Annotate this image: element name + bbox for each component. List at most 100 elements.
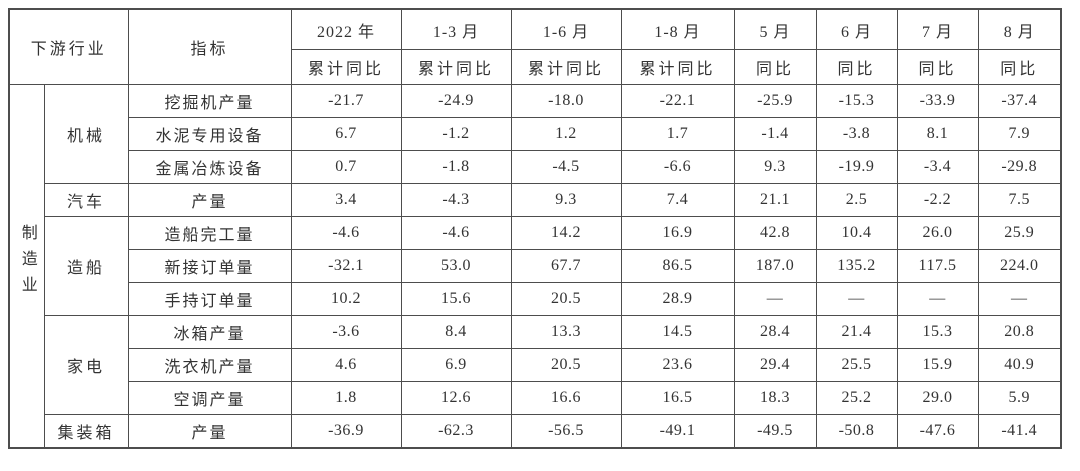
value-cell: 1.7 bbox=[620, 117, 735, 151]
value-cell: 4.6 bbox=[290, 348, 402, 382]
value-cell: -4.6 bbox=[290, 216, 402, 250]
value-cell: -21.7 bbox=[290, 84, 402, 118]
value-cell: 12.6 bbox=[400, 381, 512, 415]
value-cell: -50.8 bbox=[815, 414, 898, 448]
value-cell: 16.9 bbox=[620, 216, 735, 250]
value-cell: -49.5 bbox=[733, 414, 817, 448]
value-cell: 9.3 bbox=[733, 150, 817, 184]
table-row: 汽车 产量 3.4 -4.3 9.3 7.4 21.1 2.5 -2.2 7.5 bbox=[9, 183, 1062, 217]
indicator-cell: 新接订单量 bbox=[127, 249, 292, 283]
value-cell: -3.8 bbox=[815, 117, 898, 151]
value-cell: 6.7 bbox=[290, 117, 402, 151]
value-cell: 7.9 bbox=[977, 117, 1062, 151]
period-header-jan-mar: 1-3 月 bbox=[400, 8, 512, 50]
period-header-aug: 8 月 bbox=[977, 8, 1062, 50]
value-cell: 3.4 bbox=[290, 183, 402, 217]
value-cell: 2.5 bbox=[815, 183, 898, 217]
value-cell: 28.4 bbox=[733, 315, 817, 349]
value-cell: -19.9 bbox=[815, 150, 898, 184]
table-row: 制造业 机械 挖掘机产量 -21.7 -24.9 -18.0 -22.1 -25… bbox=[8, 84, 1062, 448]
table-row: 手持订单量 10.2 15.6 20.5 28.9 — — — — bbox=[9, 282, 1062, 316]
value-cell: -41.4 bbox=[977, 414, 1062, 448]
value-cell: 1.8 bbox=[290, 381, 402, 415]
indicator-cell: 洗衣机产量 bbox=[127, 348, 292, 382]
value-cell: 20.5 bbox=[510, 282, 622, 316]
value-cell: -3.4 bbox=[896, 150, 979, 184]
value-cell: 29.0 bbox=[896, 381, 979, 415]
value-cell: -1.8 bbox=[400, 150, 512, 184]
value-cell: 25.2 bbox=[815, 381, 898, 415]
value-cell: -22.1 bbox=[620, 84, 735, 118]
value-cell: 28.9 bbox=[620, 282, 735, 316]
value-cell: 10.4 bbox=[815, 216, 898, 250]
table-row: 造船 造船完工量 -4.6 -4.6 14.2 16.9 42.8 10.4 2… bbox=[9, 216, 1062, 316]
value-cell: — bbox=[733, 282, 817, 316]
period-header-2022: 2022 年 bbox=[290, 8, 402, 50]
value-cell: -15.3 bbox=[815, 84, 898, 118]
subheader-yoy: 同比 bbox=[977, 49, 1062, 85]
value-cell: 8.1 bbox=[896, 117, 979, 151]
value-cell: 16.6 bbox=[510, 381, 622, 415]
industry-sector-label: 制造业 bbox=[18, 224, 36, 303]
industry-sector-cell: 制造业 bbox=[8, 84, 45, 448]
industry-group-cell-shipbuilding: 造船 bbox=[43, 216, 129, 316]
value-cell: -25.9 bbox=[733, 84, 817, 118]
subheader-cumulative-yoy: 累计同比 bbox=[620, 49, 735, 85]
value-cell: -3.6 bbox=[290, 315, 402, 349]
table-row: 水泥专用设备 6.7 -1.2 1.2 1.7 -1.4 -3.8 8.1 7.… bbox=[9, 117, 1062, 151]
value-cell: -24.9 bbox=[400, 84, 512, 118]
indicator-header: 指标 bbox=[127, 8, 292, 85]
table-row: 家电 冰箱产量 -3.6 8.4 13.3 14.5 28.4 21.4 15.… bbox=[9, 315, 1062, 415]
value-cell: 9.3 bbox=[510, 183, 622, 217]
table-row: 集装箱 产量 -36.9 -62.3 -56.5 -49.1 -49.5 -50… bbox=[9, 414, 1062, 448]
industry-group-header: 下游行业 bbox=[8, 8, 129, 85]
value-cell: -4.5 bbox=[510, 150, 622, 184]
value-cell: -37.4 bbox=[977, 84, 1062, 118]
industry-data-table: 下游行业 指标 2022 年 1-3 月 1-6 月 1-8 月 5 月 6 月… bbox=[8, 8, 1062, 449]
indicator-cell: 产量 bbox=[127, 414, 292, 448]
industry-group-cell-container: 集装箱 bbox=[43, 414, 129, 448]
value-cell: 15.9 bbox=[896, 348, 979, 382]
indicator-cell: 水泥专用设备 bbox=[127, 117, 292, 151]
value-cell: 16.5 bbox=[620, 381, 735, 415]
value-cell: -1.2 bbox=[400, 117, 512, 151]
value-cell: 21.1 bbox=[733, 183, 817, 217]
header-row-periods: 下游行业 指标 2022 年 1-3 月 1-6 月 1-8 月 5 月 6 月… bbox=[8, 8, 1062, 85]
value-cell: 6.9 bbox=[400, 348, 512, 382]
indicator-cell: 挖掘机产量 bbox=[127, 84, 292, 118]
industry-group-cell-machinery: 机械 bbox=[43, 84, 129, 184]
value-cell: 187.0 bbox=[733, 249, 817, 283]
indicator-cell: 空调产量 bbox=[127, 381, 292, 415]
industry-data-table-container: 下游行业 指标 2022 年 1-3 月 1-6 月 1-8 月 5 月 6 月… bbox=[8, 8, 1062, 449]
header-row-metric-type: 累计同比 累计同比 累计同比 累计同比 同比 同比 同比 同比 bbox=[9, 49, 1062, 85]
value-cell: -49.1 bbox=[620, 414, 735, 448]
value-cell: 25.5 bbox=[815, 348, 898, 382]
value-cell: -56.5 bbox=[510, 414, 622, 448]
value-cell: -1.4 bbox=[733, 117, 817, 151]
table-row: 洗衣机产量 4.6 6.9 20.5 23.6 29.4 25.5 15.9 4… bbox=[9, 348, 1062, 382]
value-cell: 53.0 bbox=[400, 249, 512, 283]
subheader-yoy: 同比 bbox=[896, 49, 979, 85]
table-row: 新接订单量 -32.1 53.0 67.7 86.5 187.0 135.2 1… bbox=[9, 249, 1062, 283]
value-cell: 67.7 bbox=[510, 249, 622, 283]
period-header-jun: 6 月 bbox=[815, 8, 898, 50]
period-header-jul: 7 月 bbox=[896, 8, 979, 50]
value-cell: 117.5 bbox=[896, 249, 979, 283]
value-cell: 8.4 bbox=[400, 315, 512, 349]
period-header-jan-jun: 1-6 月 bbox=[510, 8, 622, 50]
indicator-cell: 产量 bbox=[127, 183, 292, 217]
value-cell: -2.2 bbox=[896, 183, 979, 217]
value-cell: 14.2 bbox=[510, 216, 622, 250]
period-header-may: 5 月 bbox=[733, 8, 817, 50]
value-cell: -4.3 bbox=[400, 183, 512, 217]
value-cell: 13.3 bbox=[510, 315, 622, 349]
value-cell: — bbox=[896, 282, 979, 316]
value-cell: — bbox=[977, 282, 1062, 316]
table-row: 金属冶炼设备 0.7 -1.8 -4.5 -6.6 9.3 -19.9 -3.4… bbox=[9, 150, 1062, 184]
value-cell: -47.6 bbox=[896, 414, 979, 448]
indicator-cell: 冰箱产量 bbox=[127, 315, 292, 349]
value-cell: -36.9 bbox=[290, 414, 402, 448]
value-cell: 20.8 bbox=[977, 315, 1062, 349]
value-cell: -29.8 bbox=[977, 150, 1062, 184]
value-cell: 29.4 bbox=[733, 348, 817, 382]
